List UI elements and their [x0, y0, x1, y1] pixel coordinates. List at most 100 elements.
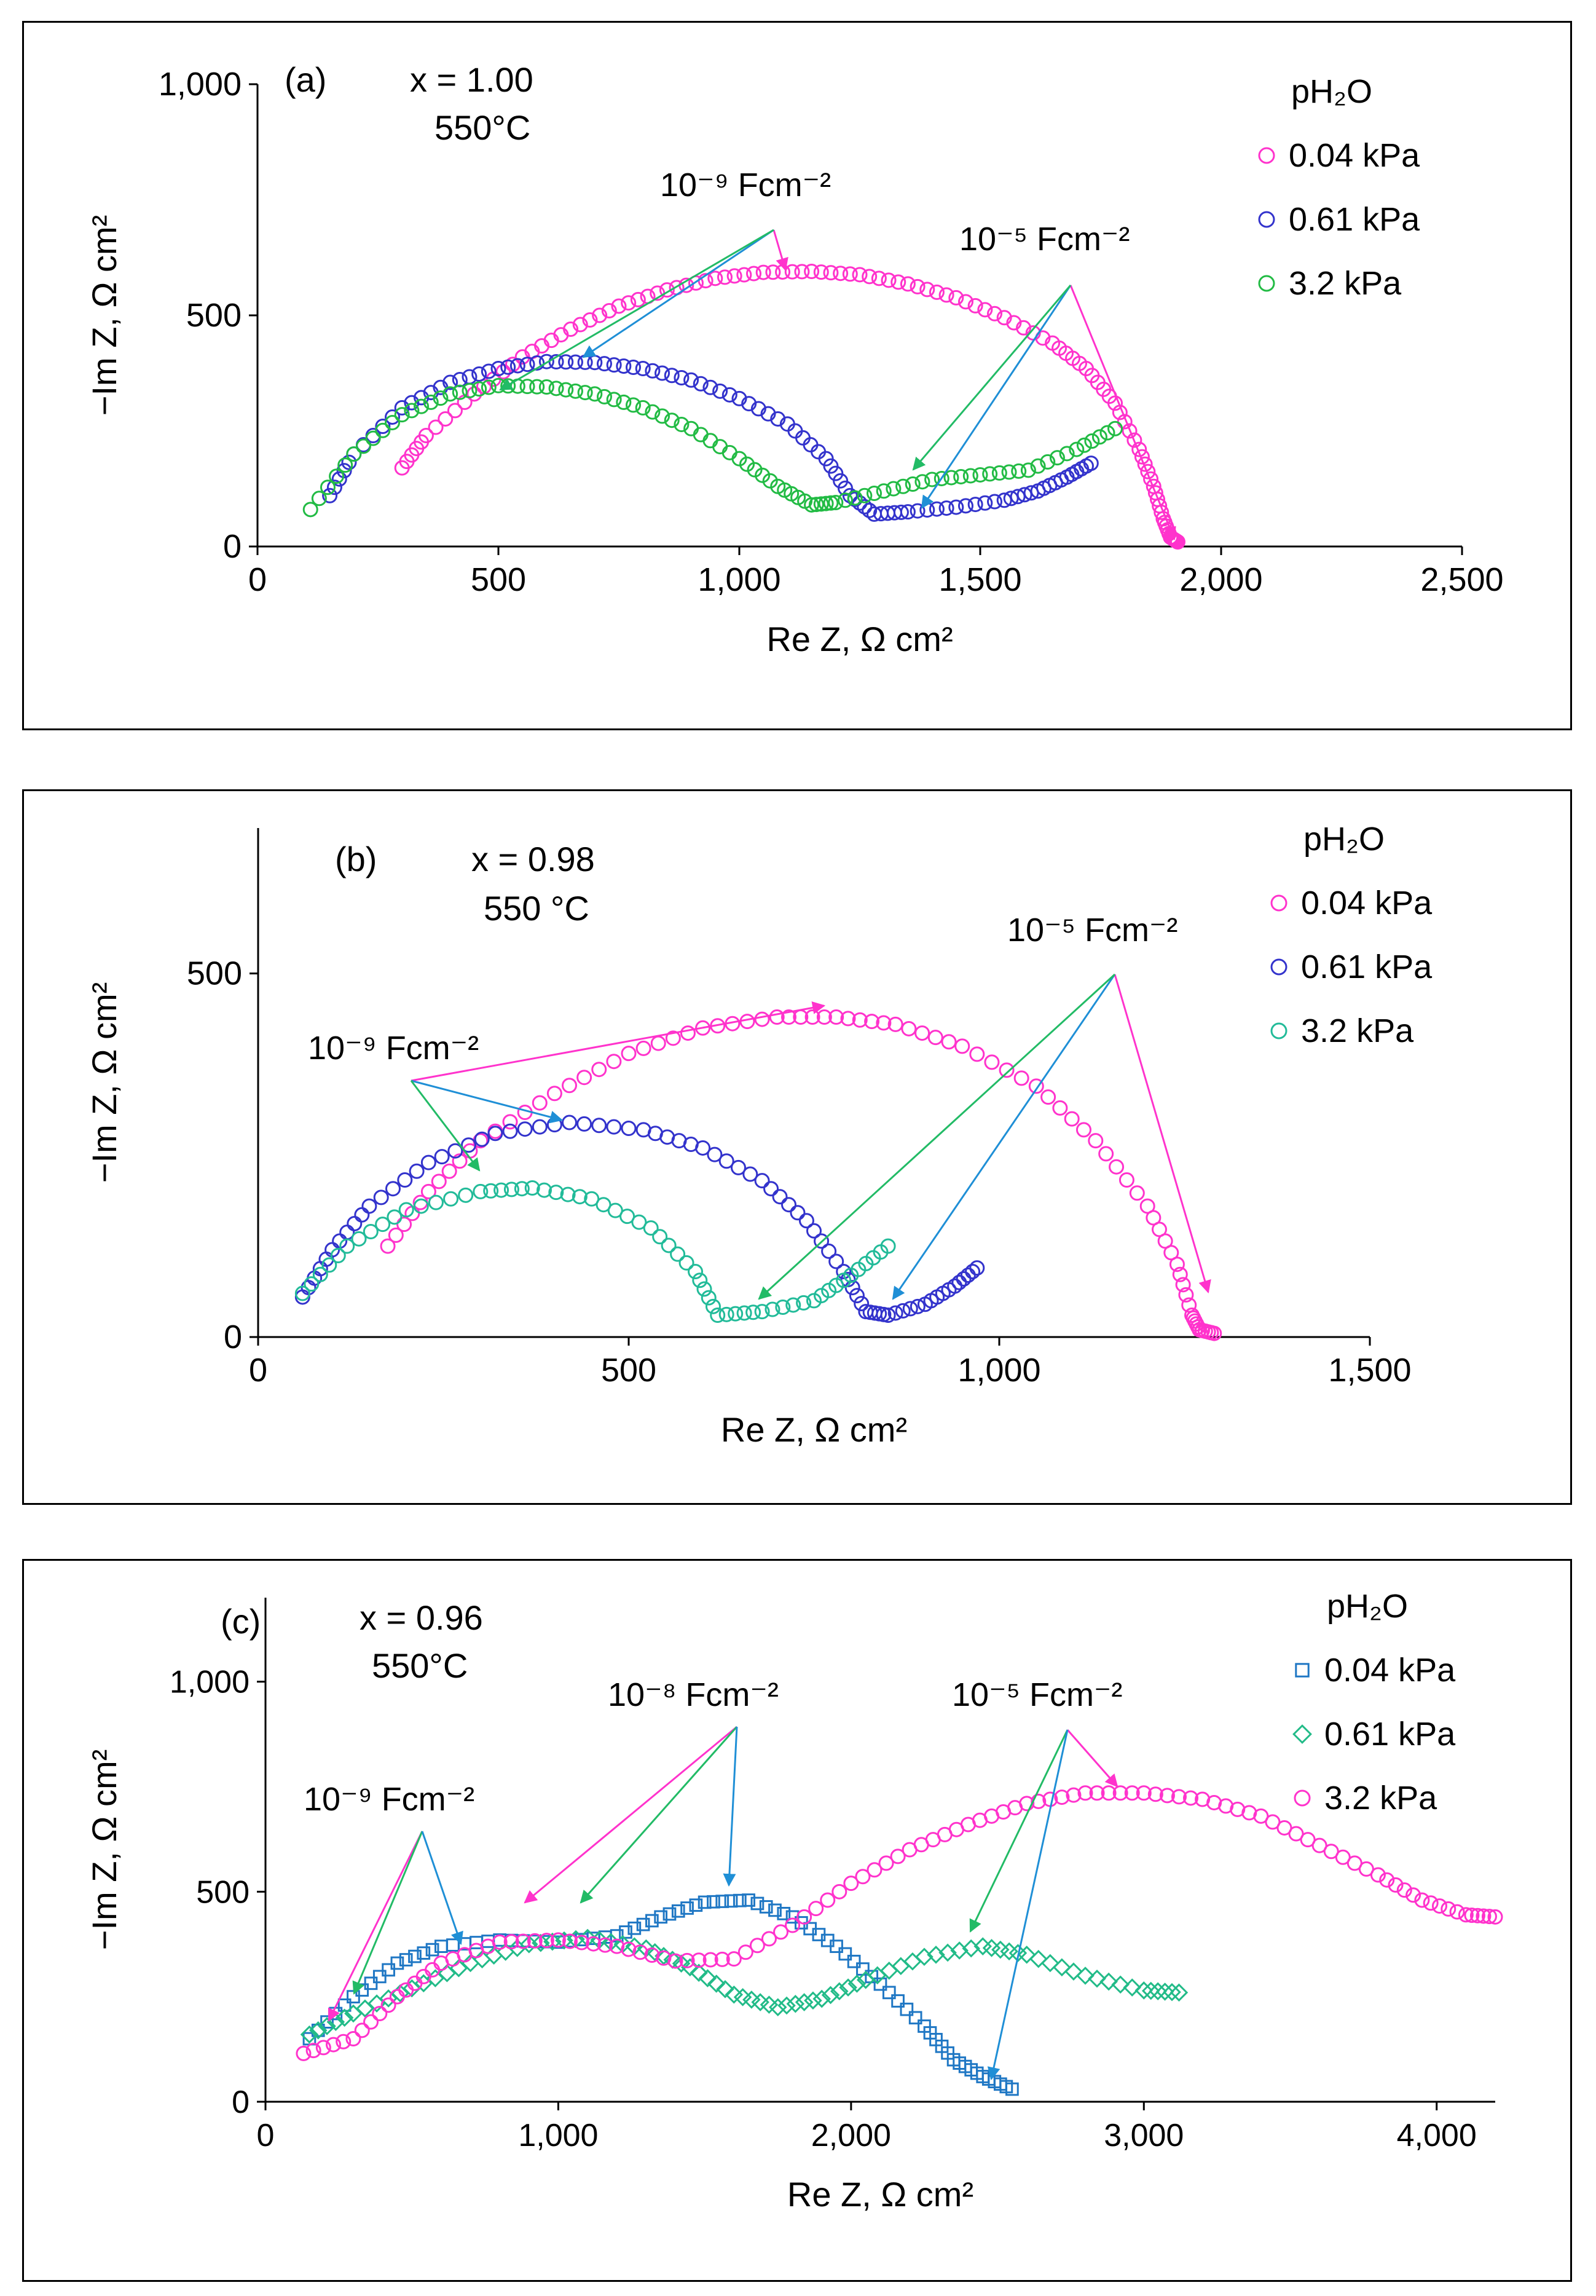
data-point: [452, 1153, 468, 1169]
data-point: [1134, 449, 1150, 465]
data-point: [529, 355, 545, 371]
data-point: [354, 2022, 370, 2038]
data-point: [733, 1893, 747, 1907]
data-point: [664, 412, 680, 428]
panel-c: 0 1,000 2,000 3,000 4,000 0 500 1,000 Re Z, Ω cm…: [22, 1559, 1572, 2282]
data-point: [461, 1137, 477, 1153]
data-point: [389, 1989, 405, 2005]
data-point: [768, 1998, 787, 2017]
legend-entry: 3.2 kPa: [1324, 1780, 1437, 1817]
data-point: [493, 1182, 509, 1198]
data-point: [901, 1020, 917, 1036]
data-point: [862, 269, 878, 285]
data-point: [798, 1213, 814, 1229]
data-point: [1020, 462, 1036, 478]
data-point: [296, 2045, 312, 2061]
data-point: [481, 363, 497, 379]
arrows-a: [499, 229, 1176, 540]
data-point: [847, 1954, 861, 1968]
arrow-label-1e5: 10⁻⁵ Fcm⁻²: [952, 1676, 1122, 1713]
data-point: [346, 446, 362, 462]
data-point: [999, 1062, 1015, 1078]
data-point: [390, 1956, 404, 1970]
y-tick-label: 1,000: [159, 66, 242, 103]
data-point: [969, 1260, 985, 1276]
data-point: [587, 386, 603, 402]
data-point: [705, 1298, 721, 1314]
impedance-chart-a: 0 500 1,000 1,500 2,000 2,500 0 500 1,000 Re Z, Ω…: [85, 60, 1504, 658]
data-point: [1265, 1814, 1281, 1830]
x-tick-label: 0: [257, 2118, 275, 2153]
data-point: [717, 269, 733, 285]
data-point: [408, 1949, 422, 1963]
data-point: [1069, 441, 1085, 457]
data-point: [606, 392, 622, 408]
series-004-kPa: [380, 1009, 1222, 1341]
data-point: [759, 1900, 773, 1914]
arrow-blue-1e9: [582, 229, 774, 358]
data-point: [754, 1011, 770, 1027]
data-point: [1016, 320, 1032, 336]
data-point: [731, 451, 747, 467]
data-point: [329, 468, 345, 484]
data-point: [315, 2040, 331, 2056]
legend-entry: 0.61 kPa: [1289, 201, 1420, 238]
data-point: [1029, 1949, 1048, 1968]
data-point: [621, 1941, 637, 1957]
x-tick-label: 1,500: [1328, 1352, 1411, 1389]
data-point: [1175, 1277, 1191, 1293]
x-tick-label: 2,500: [1420, 561, 1503, 598]
series-061-kPa: [322, 353, 1099, 522]
data-point: [560, 1186, 576, 1202]
series-061-kPa: [294, 1114, 985, 1324]
data-point: [910, 278, 926, 294]
data-point: [772, 1189, 788, 1205]
data-point: [446, 1938, 460, 1952]
x-tick-label: 1,000: [698, 561, 780, 598]
data-point: [341, 454, 357, 470]
data-point: [739, 1014, 755, 1030]
legend-entry: 3.2 kPa: [1301, 1012, 1414, 1049]
x-tick-label: 500: [471, 561, 526, 598]
data-point: [745, 1304, 761, 1320]
data-point: [619, 1209, 635, 1225]
data-point: [1288, 1826, 1304, 1842]
arrow-label-1e9: 10⁻⁹ Fcm⁻²: [308, 1030, 479, 1067]
data-point: [1131, 441, 1147, 457]
data-point: [632, 1944, 648, 1960]
x-tick-label: 2,000: [811, 2118, 891, 2153]
data-point: [957, 498, 973, 514]
data-point: [621, 295, 637, 311]
arrow-green-1e5: [758, 973, 1116, 1300]
data-point: [1155, 1982, 1174, 2001]
data-point: [724, 1894, 738, 1908]
data-point: [1030, 458, 1046, 474]
data-point: [490, 360, 506, 376]
data-point: [627, 1921, 642, 1935]
data-point: [409, 1163, 425, 1179]
data-point: [750, 401, 766, 417]
data-point: [712, 383, 728, 399]
data-point: [814, 1233, 830, 1249]
data-point: [784, 264, 800, 280]
data-point: [927, 1030, 943, 1046]
data-point: [626, 360, 642, 376]
data-point: [396, 1217, 412, 1233]
arrow-pink-1e5: [1069, 285, 1176, 540]
data-point: [890, 1848, 906, 1864]
data-point: [760, 1995, 779, 2014]
data-point: [1088, 1133, 1104, 1149]
data-point: [830, 1982, 849, 2001]
data-point: [576, 1070, 592, 1086]
data-point: [1118, 1172, 1134, 1188]
data-point: [1123, 1978, 1141, 1997]
data-point: [442, 374, 458, 390]
data-point: [483, 1183, 499, 1199]
data-point: [1075, 1122, 1091, 1138]
legend-marker: [1270, 958, 1287, 976]
data-point: [645, 1914, 659, 1928]
series-32-kPa: [294, 1180, 896, 1324]
arrow-green-1e9: [410, 1080, 481, 1172]
data-point: [1134, 1981, 1154, 2000]
data-point: [954, 1038, 970, 1054]
